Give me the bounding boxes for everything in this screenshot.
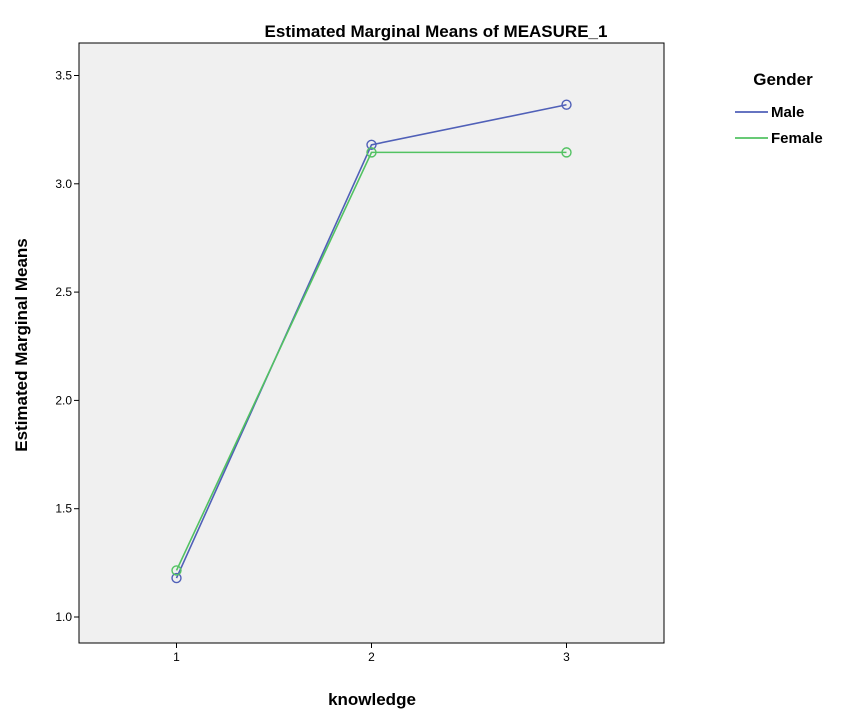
data-point-female <box>366 147 377 158</box>
x-axis-label: knowledge <box>328 690 416 709</box>
y-tick-label: 2.0 <box>55 393 72 407</box>
series-female <box>171 147 572 576</box>
y-tick-label: 1.5 <box>55 502 72 516</box>
legend-item-female: Female <box>735 130 823 147</box>
x-tick-label: 1 <box>173 650 180 664</box>
series-line-male <box>175 103 567 579</box>
data-point-male <box>366 139 377 151</box>
x-axis: 1 2 3 <box>173 643 570 664</box>
y-tick-label: 1.0 <box>55 610 72 624</box>
series-male <box>171 99 572 584</box>
data-point-male <box>561 99 572 110</box>
x-tick-label: 3 <box>563 650 570 664</box>
data-point-female <box>561 147 572 158</box>
legend-title: Gender <box>753 70 813 89</box>
y-tick-label: 3.5 <box>55 68 72 82</box>
y-tick-label: 2.5 <box>55 285 72 299</box>
data-point-male <box>171 572 182 584</box>
y-axis: 1.0 1.5 2.0 2.5 3.0 3.5 <box>55 68 79 624</box>
y-axis-label: Estimated Marginal Means <box>12 238 31 452</box>
legend-label: Male <box>771 104 804 121</box>
data-point-female <box>171 565 182 576</box>
series-line-female <box>175 151 567 571</box>
series-layer <box>171 99 572 584</box>
chart-title: Estimated Marginal Means of MEASURE_1 <box>265 22 608 41</box>
legend-label: Female <box>771 130 823 147</box>
y-tick-label: 3.0 <box>55 177 72 191</box>
legend: Gender Male Female <box>735 70 823 147</box>
legend-item-male: Male <box>735 104 804 121</box>
x-tick-label: 2 <box>368 650 375 664</box>
plot-area <box>78 42 665 644</box>
